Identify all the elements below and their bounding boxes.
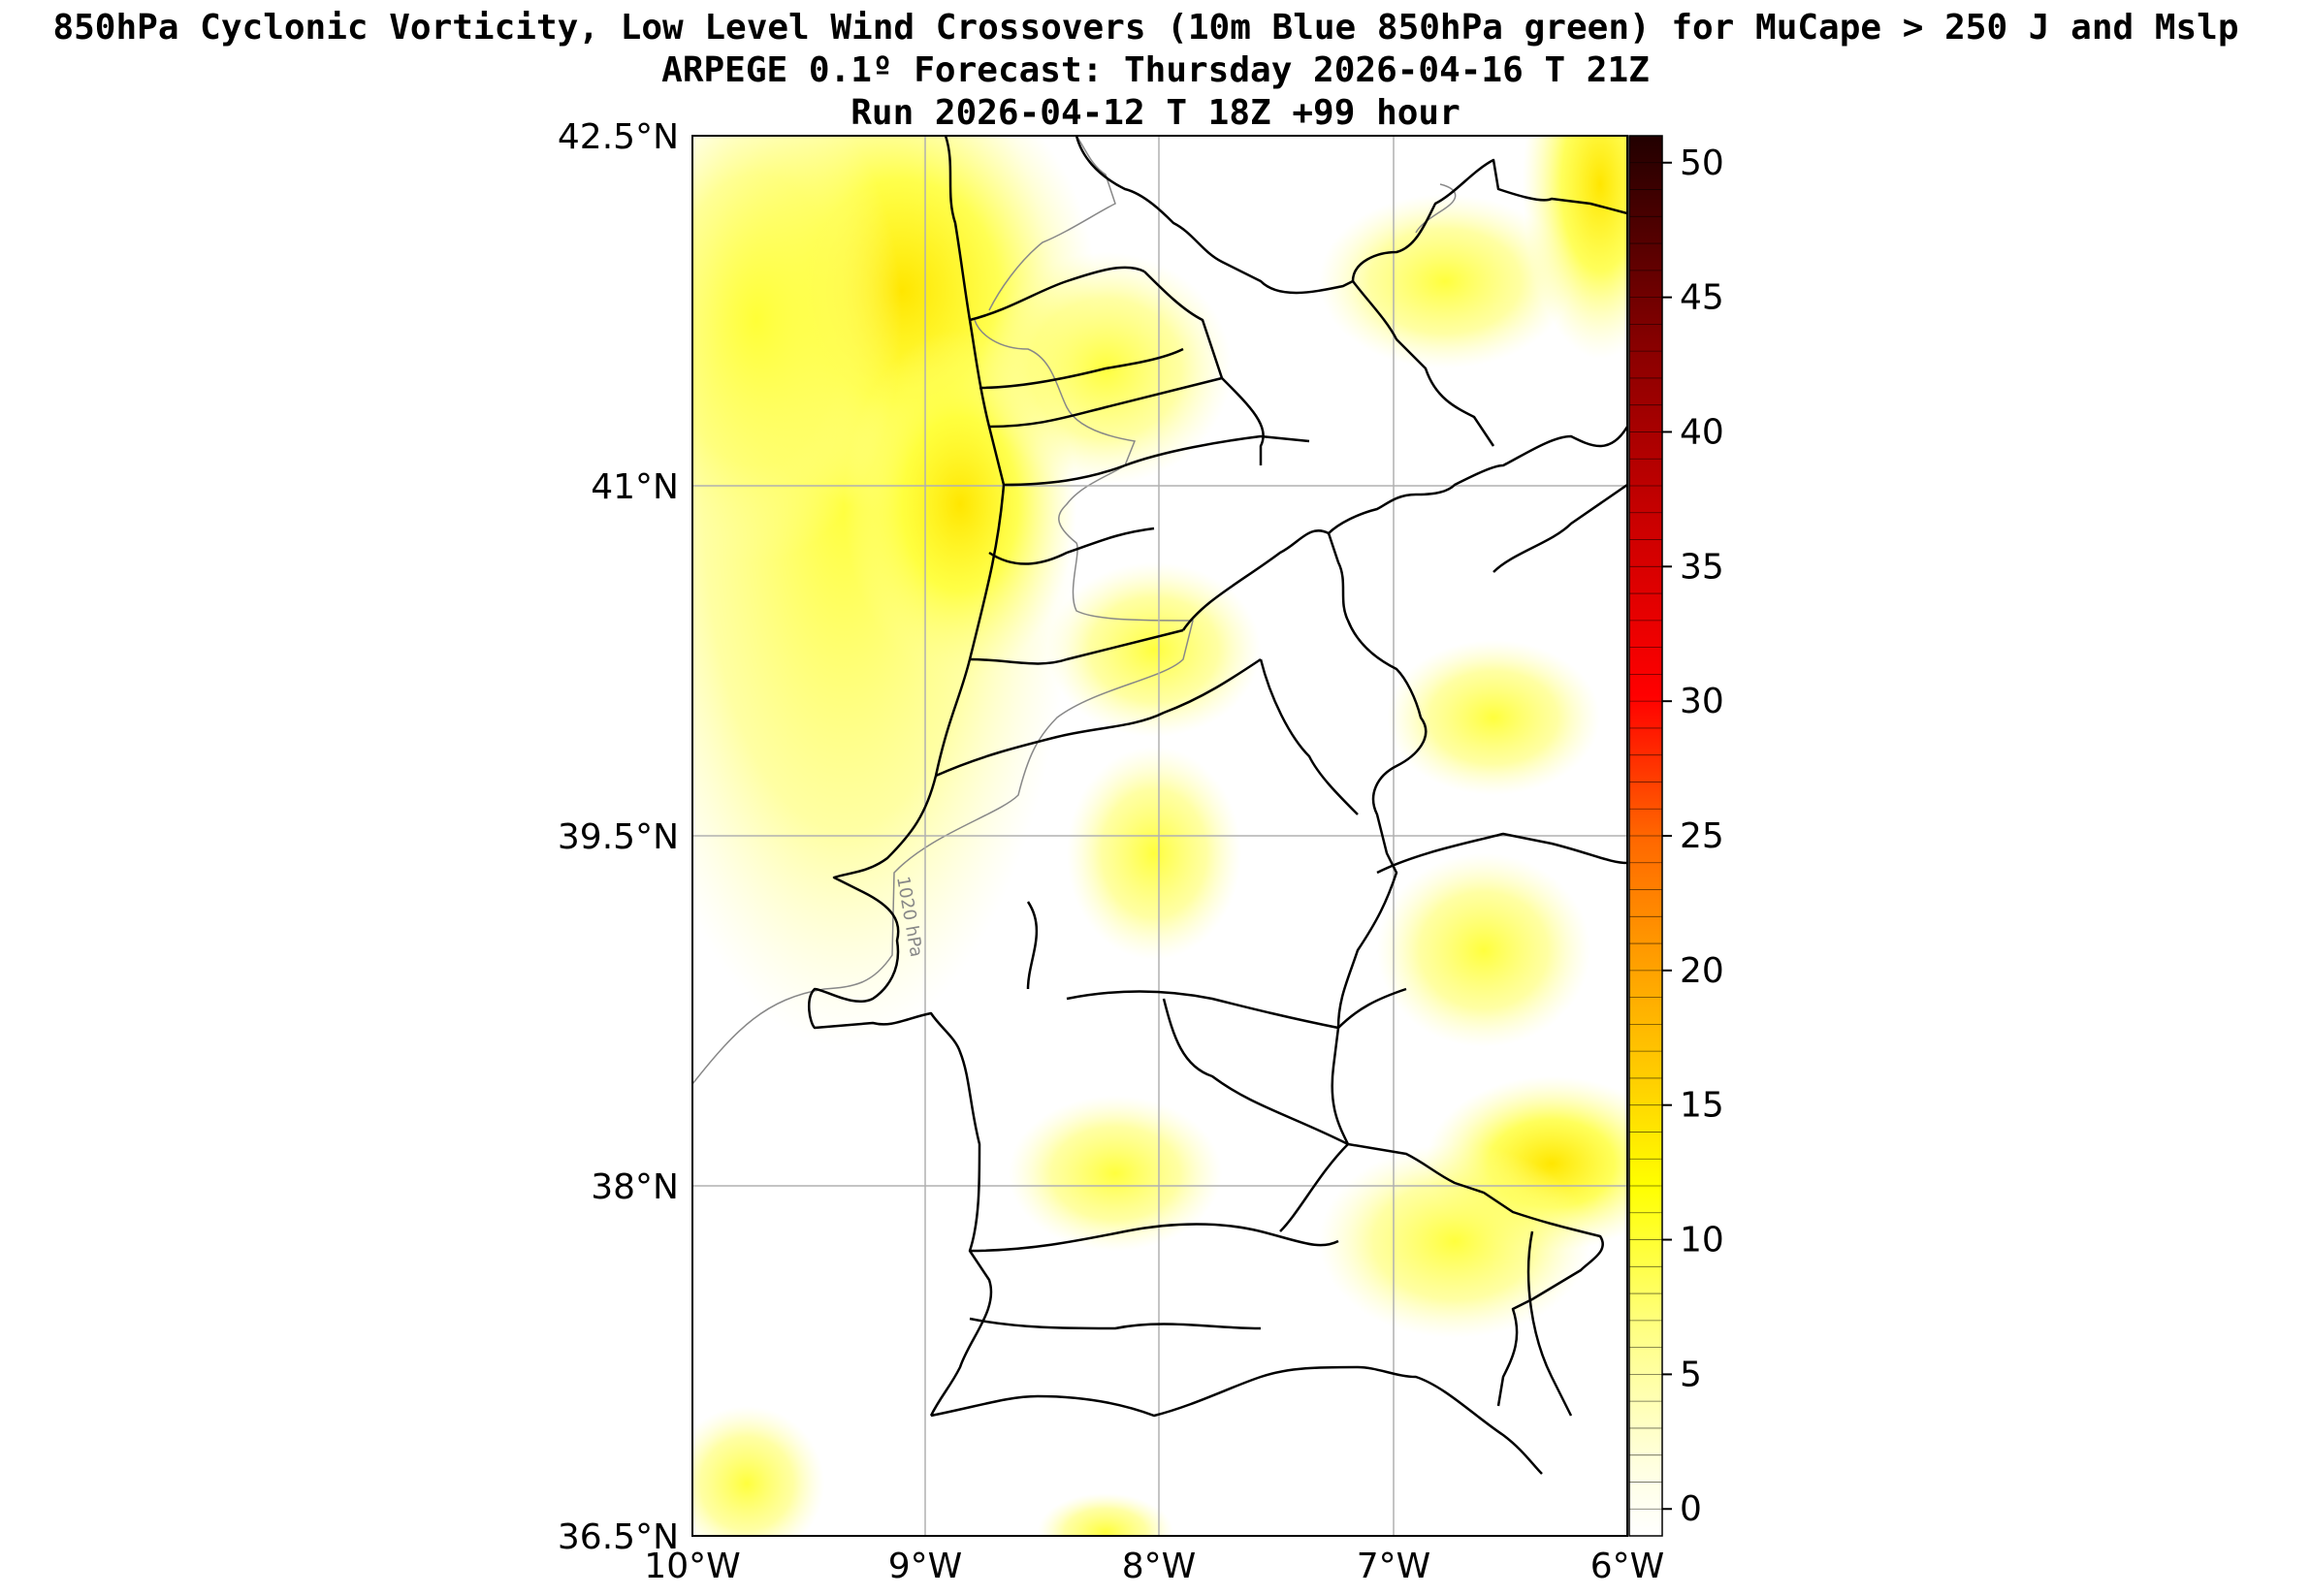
longitude-labels: 10°W 9°W 8°W 7°W 6°W [644,1547,1664,1586]
eastern-border [1327,426,1627,1407]
lat-tick-label: 38°N [591,1167,679,1207]
colorbar-tick-label: 20 [1680,951,1724,991]
coastlines-and-borders [808,136,1627,1475]
colorbar-tick-label: 50 [1680,144,1724,183]
lon-tick-label: 7°W [1357,1547,1431,1586]
coastline [808,136,1006,1417]
lon-tick-label: 8°W [1122,1547,1197,1586]
lon-tick-label: 6°W [1590,1547,1665,1586]
lat-tick-label: 36.5°N [558,1517,679,1557]
latitude-labels: 42.5°N 41°N 39.5°N 38°N 36.5°N [558,117,679,1557]
map-frame [691,135,1628,1537]
vorticity-shading [692,136,1627,1536]
lon-tick-label: 9°W [888,1547,963,1586]
lat-tick-label: 41°N [591,467,679,507]
gridlines [692,136,1627,1536]
colorbar-tick-label: 25 [1680,816,1724,856]
colorbar-tick-label: 40 [1680,412,1724,452]
lon-tick-label: 10°W [644,1547,740,1586]
title-line-1: 850hPa Cyclonic Vorticity, Low Level Win… [52,8,2239,48]
colorbar-tick-label: 35 [1680,547,1724,587]
colorbar-tick-label: 0 [1680,1489,1702,1529]
isobar-lines [692,136,1457,1085]
title-line-2: ARPEGE 0.1º Forecast: Thursday 2026-04-1… [661,50,1650,90]
colorbar-tick-label: 5 [1680,1355,1702,1394]
colorbar [1628,135,1672,1537]
south-coastline [930,1365,1543,1475]
lat-tick-label: 39.5°N [558,817,679,857]
colorbar-tick-label: 45 [1680,278,1724,318]
colorbar-tick-label: 30 [1680,682,1724,721]
colorbar-tick-label: 10 [1680,1221,1724,1261]
colorbar-tick-label: 15 [1680,1086,1724,1126]
title-line-3: Run 2026-04-12 T 18Z +99 hour [851,93,1460,133]
lat-tick-label: 42.5°N [558,117,679,157]
